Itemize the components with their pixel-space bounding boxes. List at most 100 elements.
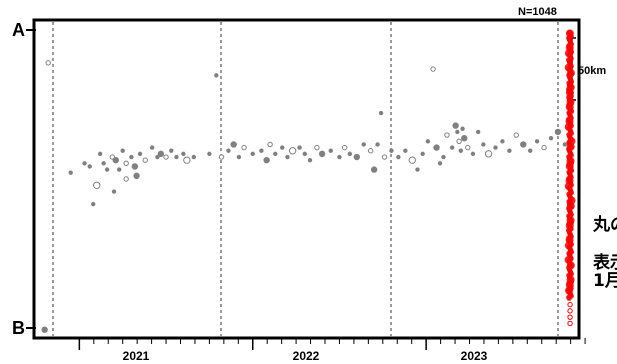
scatter-point: [420, 151, 425, 157]
scatter-point: [430, 66, 436, 72]
scatter-point: [527, 148, 533, 153]
scatter-point: [465, 144, 471, 151]
scatter-point: [381, 154, 388, 160]
scatter-point: [68, 170, 73, 175]
axis-end-label-top: A: [12, 20, 25, 40]
scatter-point: [123, 176, 129, 182]
scatter-point: [444, 132, 450, 138]
scatter-point: [41, 326, 48, 333]
scatter-point: [259, 148, 264, 153]
scatter-point: [207, 151, 212, 157]
scatter-point: [484, 150, 493, 158]
scatter-point: [367, 148, 374, 154]
scatter-point-red: [566, 29, 573, 35]
scatter-point: [415, 167, 420, 172]
scatter-point: [112, 156, 119, 164]
scatter-point: [163, 154, 169, 160]
scatter-point: [328, 148, 333, 153]
scatter-point: [449, 145, 455, 150]
scatter-point: [433, 144, 440, 151]
scatter-point: [218, 154, 225, 160]
scatter-point: [191, 154, 196, 160]
scatter-point: [341, 144, 348, 151]
scatter-point: [288, 147, 297, 155]
scatter-point: [314, 144, 320, 151]
scatter-point: [378, 110, 384, 116]
scatter-point: [562, 142, 568, 147]
scatter-point: [460, 126, 465, 131]
scatter-point: [475, 129, 481, 135]
scatter-point: [169, 148, 174, 153]
scatter-point: [307, 157, 313, 163]
scatter-point: [441, 154, 446, 160]
scatter-point: [458, 148, 464, 153]
data-points: [41, 29, 576, 333]
x-tick-label: 2023: [461, 349, 488, 363]
scatter-point: [111, 189, 117, 194]
scatter-point: [470, 151, 476, 157]
scatter-point: [263, 156, 270, 164]
axis-end-label-bottom: B: [12, 318, 25, 338]
scatter-point: [500, 139, 505, 144]
plot-frame: [32, 18, 581, 340]
scatter-point: [267, 141, 273, 148]
scatter-point: [104, 167, 110, 172]
scatter-point: [137, 151, 143, 157]
scatter-point: [389, 148, 394, 153]
scatter-point-red: [567, 314, 573, 320]
scatter-point: [120, 148, 125, 153]
scatter-point: [241, 144, 247, 151]
scatter-point: [45, 60, 51, 66]
scatter-point: [507, 148, 512, 153]
scatter-point-red: [567, 301, 573, 308]
scatter-point: [174, 154, 179, 160]
scatter-point: [123, 160, 129, 167]
side-note-line-2: 表示: [593, 253, 617, 273]
scatter-point: [92, 181, 101, 189]
x-tick-label: 2022: [293, 349, 320, 363]
scatter-point: [302, 151, 307, 157]
side-note-line-1: 丸の: [593, 215, 617, 235]
scatter-point: [149, 145, 155, 150]
scatter-point: [142, 157, 148, 163]
scatter-point: [337, 154, 342, 160]
scatter-point: [117, 167, 122, 172]
scatter-point-red: [567, 308, 573, 314]
scatter-point: [375, 142, 380, 147]
scatter-point: [361, 142, 366, 147]
scatter-point: [425, 139, 431, 144]
scatter-point: [181, 151, 186, 157]
side-note-line-3: 1月: [593, 271, 617, 291]
scatter-point: [236, 154, 242, 160]
scatter-point: [129, 154, 134, 160]
scatter-point: [403, 148, 408, 153]
scatter-point: [461, 134, 468, 142]
x-tick-label: 2021: [123, 349, 150, 363]
scatter-point: [183, 156, 191, 164]
scatter-point: [481, 142, 486, 147]
n-count-label: N=1048: [518, 6, 557, 18]
scatter-point: [455, 129, 460, 135]
scatter-point: [297, 145, 302, 150]
scatter-point: [285, 154, 290, 160]
scatter-point: [408, 156, 416, 164]
scatter-point: [396, 154, 401, 160]
scale-bar-label: 50km: [578, 65, 606, 77]
scatter-point: [230, 141, 237, 148]
scatter-point: [87, 164, 92, 169]
scatter-point: [370, 166, 378, 173]
scatter-point: [133, 172, 140, 180]
scatter-point: [226, 148, 231, 153]
scatter-point: [347, 151, 353, 157]
scatter-point: [541, 144, 547, 151]
scatter-point: [91, 201, 96, 207]
scatter-point: [534, 139, 540, 144]
scatter-point: [493, 145, 498, 150]
scatter-point: [280, 145, 285, 150]
scatter-point: [82, 161, 87, 166]
scatter-point: [548, 135, 554, 141]
scatter-point: [97, 151, 103, 157]
scatter-point: [513, 132, 520, 138]
scatter-point: [250, 151, 255, 157]
